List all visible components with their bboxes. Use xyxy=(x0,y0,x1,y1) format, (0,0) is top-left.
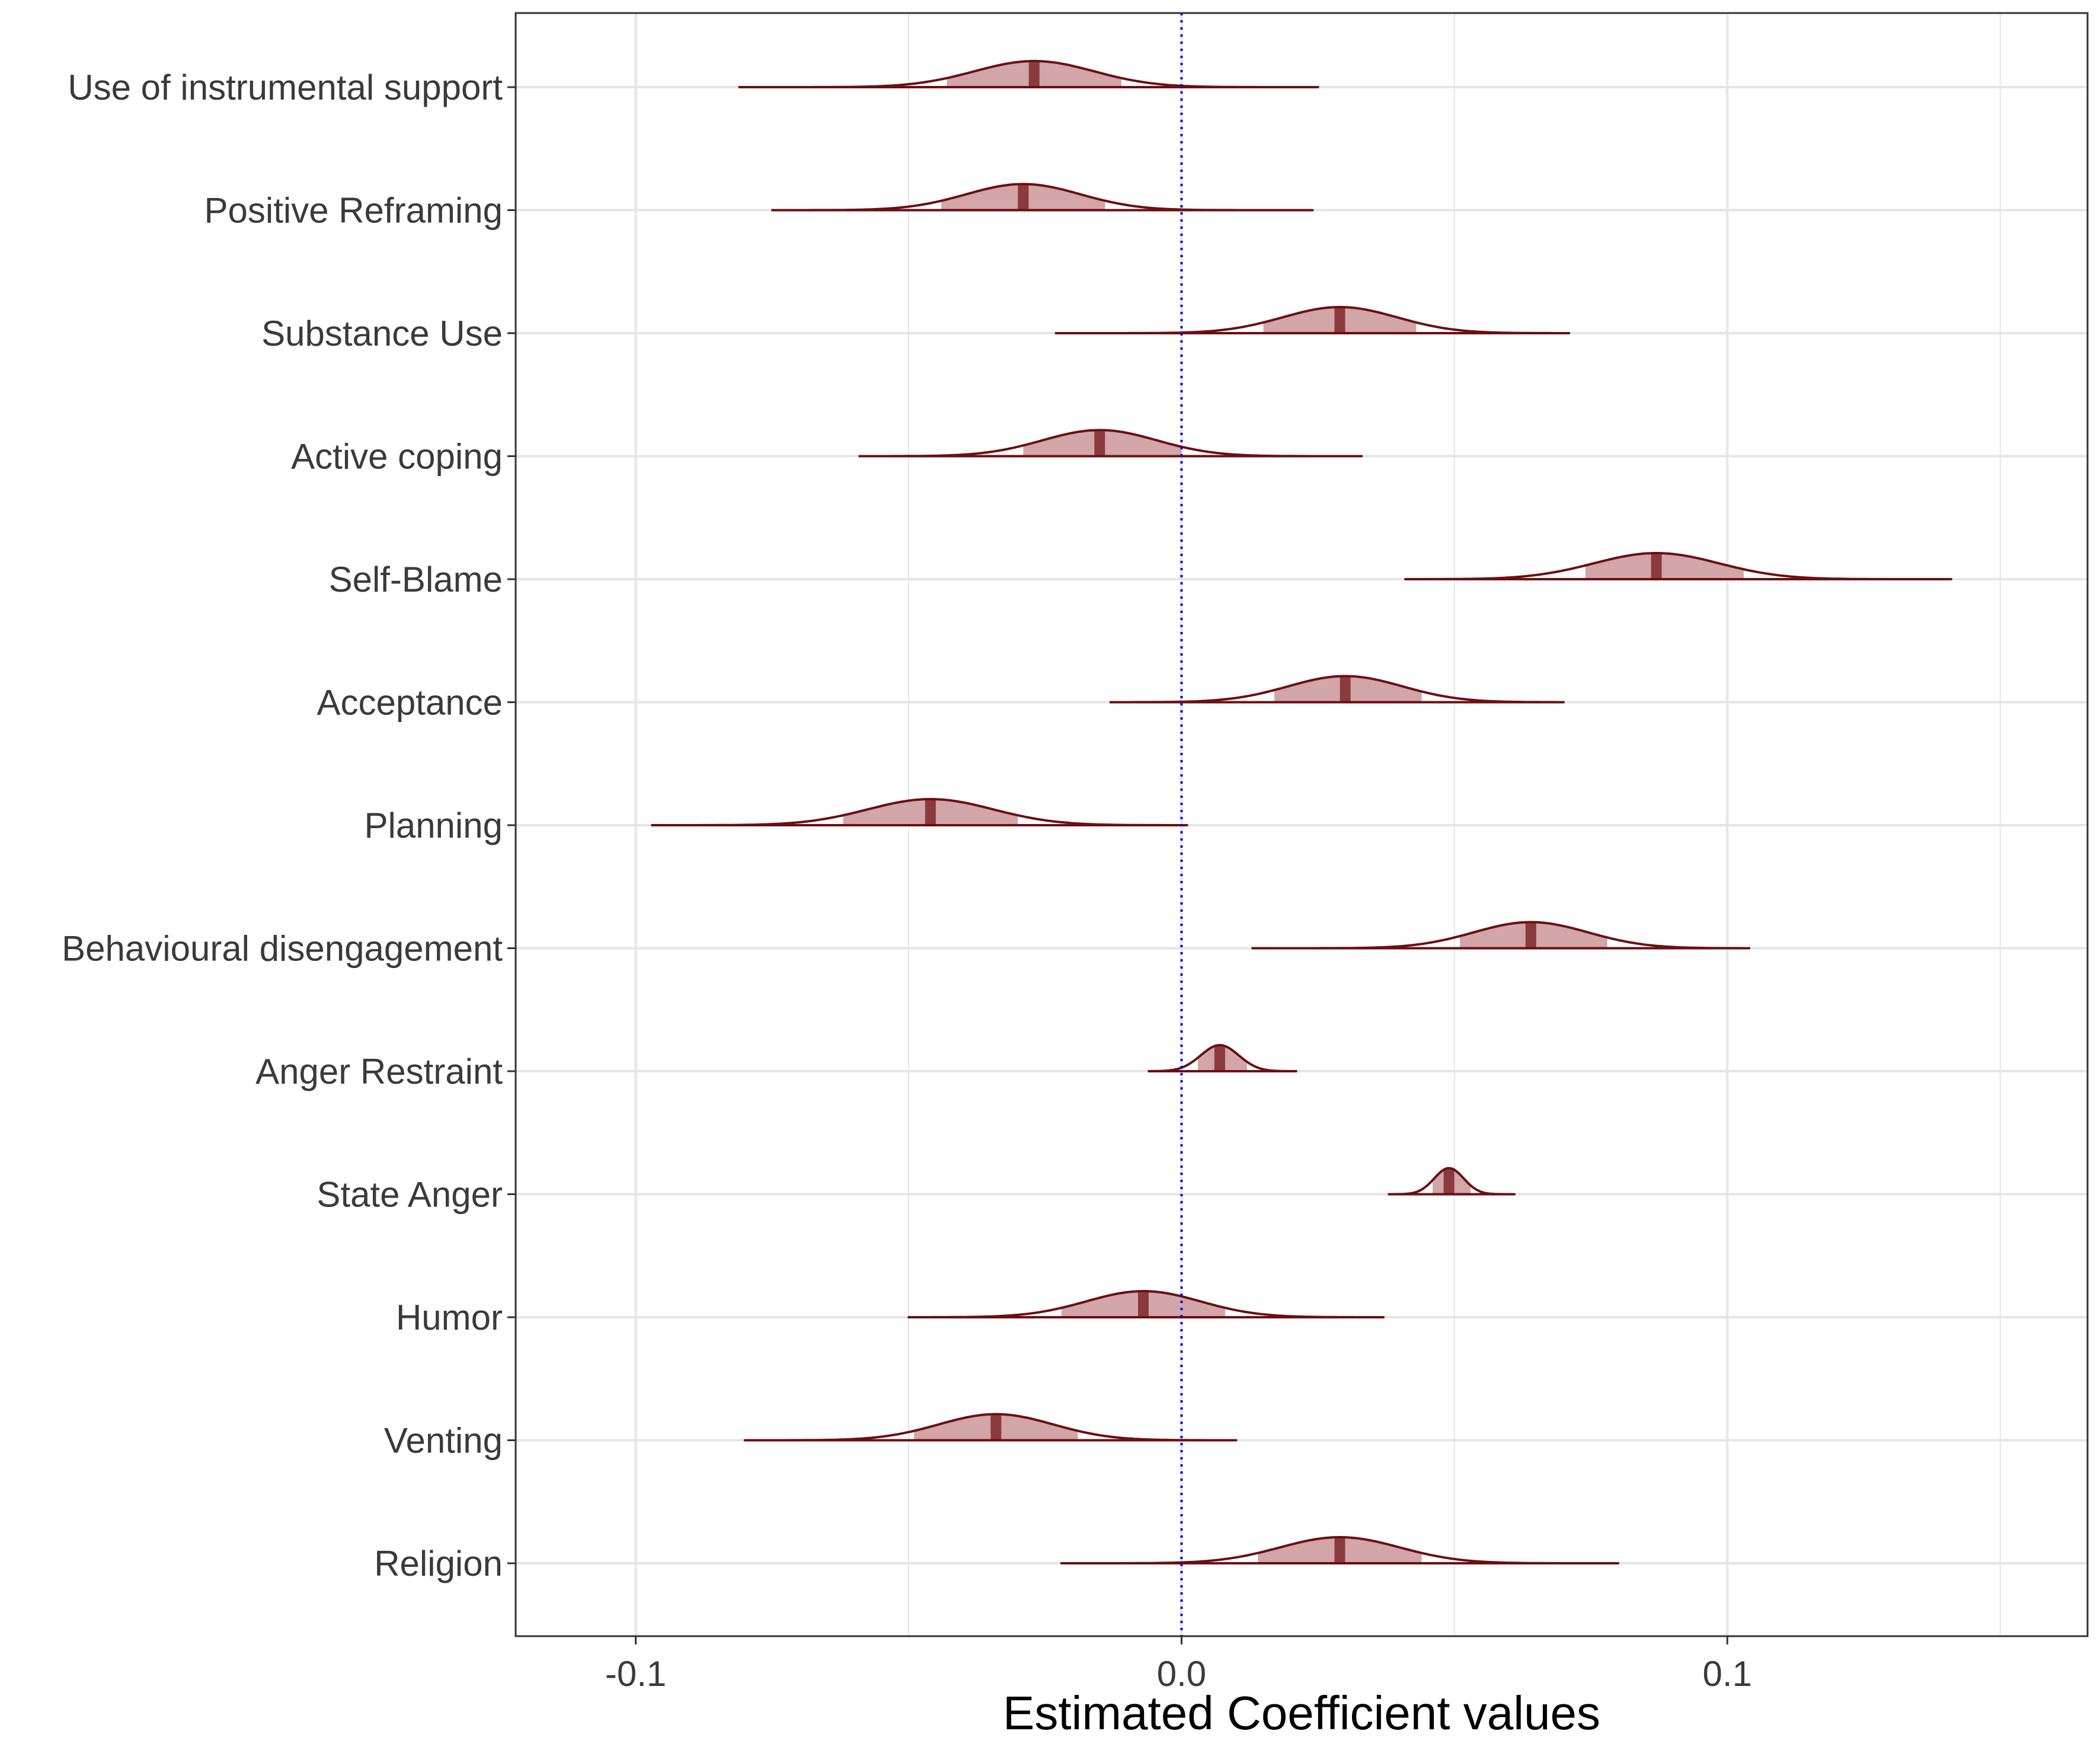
density-outline xyxy=(1054,306,1571,334)
y-tick-label: Humor xyxy=(396,1298,503,1337)
y-tick-label: Religion xyxy=(374,1544,503,1583)
density-anger-restraint xyxy=(1148,1044,1297,1072)
density-positive-reframing xyxy=(771,183,1314,212)
density-planning xyxy=(651,798,1188,826)
density-venting xyxy=(743,1413,1238,1442)
x-axis-title: Estimated Coefficient values xyxy=(1003,1687,1600,1739)
density-outline xyxy=(1388,1167,1516,1196)
density-outline xyxy=(1251,921,1751,950)
y-tick-label: State Anger xyxy=(317,1175,503,1215)
density-outline xyxy=(738,60,1319,88)
y-axis: Use of instrumental support Positive Refr… xyxy=(62,68,516,1583)
density-outline xyxy=(651,798,1188,826)
density-humor xyxy=(907,1290,1385,1318)
density-state-anger xyxy=(1388,1167,1516,1196)
y-tick-label: Acceptance xyxy=(317,683,503,723)
density-use-of-instrumental-support xyxy=(738,60,1319,88)
density-outline xyxy=(1109,675,1565,704)
density-outline xyxy=(771,183,1314,212)
density-ridges xyxy=(651,60,1952,1564)
density-behavioural-disengagement xyxy=(1251,921,1751,950)
y-tick-label: Self-Blame xyxy=(329,560,503,599)
y-tick-label: Substance Use xyxy=(261,314,503,353)
x-tick-label: 0.1 xyxy=(1703,1654,1752,1694)
y-tick-label: Use of instrumental support xyxy=(68,68,503,107)
density-acceptance xyxy=(1109,675,1565,704)
density-outline xyxy=(907,1290,1385,1318)
density-outline xyxy=(858,429,1363,458)
density-outline xyxy=(1404,552,1952,580)
density-outline xyxy=(743,1413,1238,1442)
density-active-coping xyxy=(858,429,1363,458)
x-axis: -0.1 0.0 0.1 xyxy=(605,1636,1752,1694)
y-tick-label: Anger Restraint xyxy=(255,1052,503,1091)
density-religion xyxy=(1060,1536,1620,1564)
y-tick-label: Planning xyxy=(364,806,503,845)
x-tick-label: -0.1 xyxy=(605,1654,666,1694)
density-outline xyxy=(1148,1044,1297,1072)
credible-interval-area xyxy=(1585,553,1744,579)
y-tick-label: Positive Reframing xyxy=(204,191,503,231)
density-substance-use xyxy=(1054,306,1571,334)
x-tick-label: 0.0 xyxy=(1157,1654,1206,1694)
density-outline xyxy=(1060,1536,1620,1564)
y-tick-label: Active coping xyxy=(291,437,503,477)
y-tick-label: Behavioural disengagement xyxy=(62,929,503,969)
y-tick-label: Venting xyxy=(384,1421,503,1461)
density-self-blame xyxy=(1404,552,1952,580)
